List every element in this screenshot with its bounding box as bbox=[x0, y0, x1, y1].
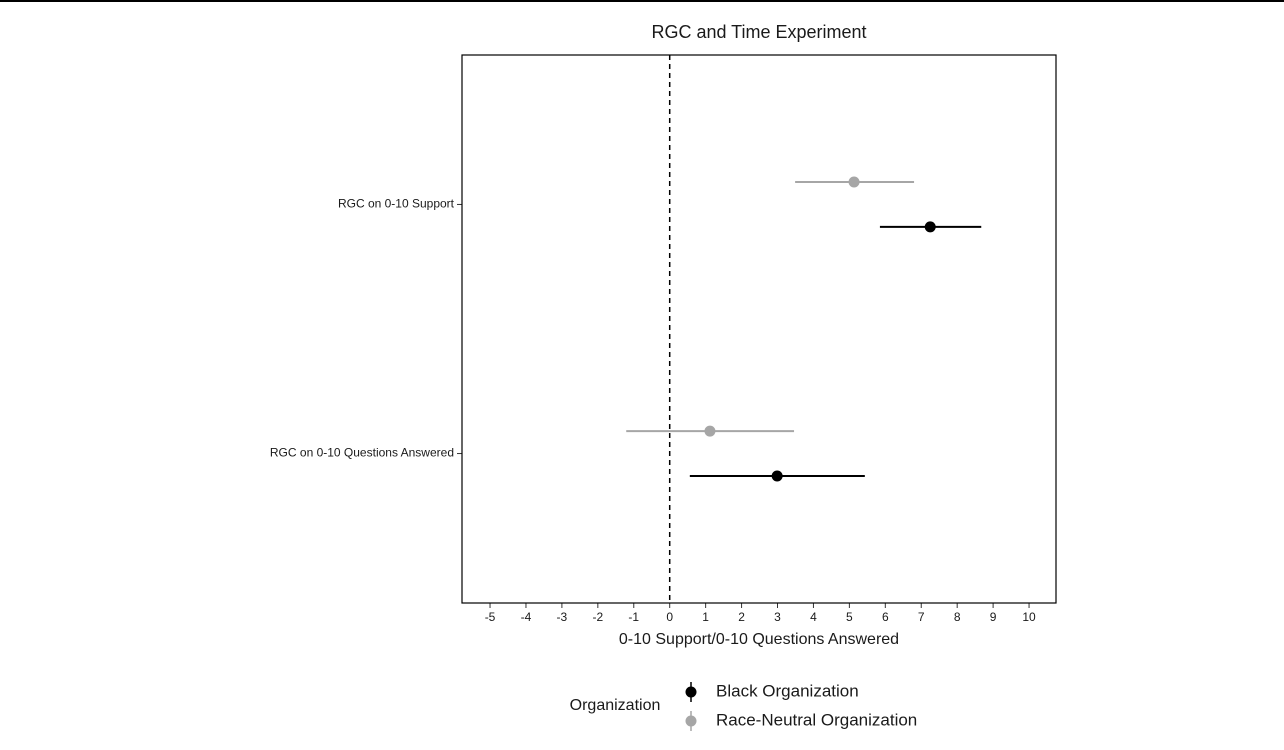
chart-title: RGC and Time Experiment bbox=[651, 22, 866, 42]
point bbox=[771, 470, 783, 482]
point bbox=[848, 176, 860, 188]
x-tick-label: -4 bbox=[521, 610, 532, 624]
x-tick-label: -1 bbox=[628, 610, 639, 624]
panel-border bbox=[461, 54, 1057, 604]
legend-label: Race-Neutral Organization bbox=[716, 710, 917, 729]
x-tick-label: -2 bbox=[592, 610, 603, 624]
x-tick-label: -3 bbox=[557, 610, 568, 624]
legend-key bbox=[685, 686, 697, 698]
y-tick-label: RGC on 0-10 Questions Answered bbox=[270, 446, 454, 460]
x-tick-label: 10 bbox=[1022, 610, 1036, 624]
x-tick-label: 0 bbox=[666, 610, 673, 624]
x-tick-label: 4 bbox=[810, 610, 817, 624]
x-tick-label: 8 bbox=[954, 610, 961, 624]
y-tick-label: RGC on 0-10 Support bbox=[338, 197, 455, 211]
point bbox=[704, 425, 716, 437]
x-tick-label: 2 bbox=[738, 610, 745, 624]
legend-key bbox=[685, 715, 697, 727]
x-tick-label: 1 bbox=[702, 610, 709, 624]
x-tick-label: 6 bbox=[882, 610, 889, 624]
x-tick-label: 3 bbox=[774, 610, 781, 624]
point bbox=[924, 221, 936, 233]
x-tick-label: -5 bbox=[485, 610, 496, 624]
x-tick-label: 7 bbox=[918, 610, 925, 624]
x-axis-title: 0-10 Support/0-10 Questions Answered bbox=[619, 631, 899, 648]
legend-title: Organization bbox=[570, 697, 661, 714]
legend-label: Black Organization bbox=[716, 681, 859, 700]
x-tick-label: 9 bbox=[990, 610, 997, 624]
x-tick-label: 5 bbox=[846, 610, 853, 624]
